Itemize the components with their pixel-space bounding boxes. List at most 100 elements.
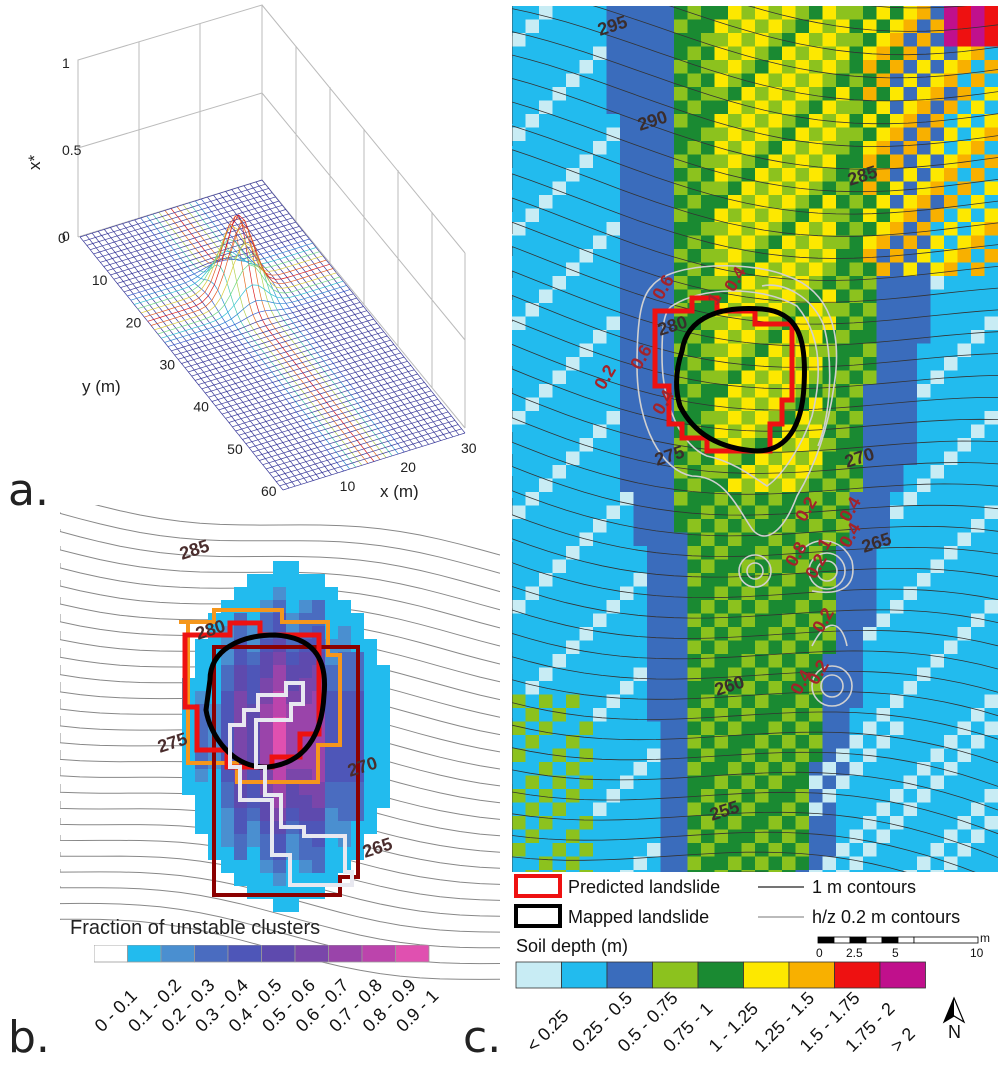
mesh-line-y <box>229 366 411 423</box>
soil-cell <box>931 236 945 250</box>
soil-cell <box>647 141 661 155</box>
soil-cell <box>512 492 526 506</box>
mesh-line-y <box>168 290 350 347</box>
soil-cell <box>863 222 877 236</box>
soil-cell <box>566 627 580 641</box>
soil-cell <box>553 263 567 277</box>
soil-cell <box>688 479 702 493</box>
soil-cell <box>512 668 526 682</box>
soil-cell <box>674 195 688 209</box>
soil-cell <box>728 587 742 601</box>
soil-cell <box>904 452 918 466</box>
soil-cell <box>553 249 567 263</box>
soil-cell <box>580 857 594 871</box>
soil-cell <box>634 195 648 209</box>
soil-cell <box>931 263 945 277</box>
soil-cell <box>850 317 864 331</box>
soil-cell <box>877 803 891 817</box>
soil-cell <box>863 101 877 115</box>
soil-cell <box>715 587 729 601</box>
soil-cell <box>674 735 688 749</box>
soil-cell <box>688 195 702 209</box>
soil-cell <box>674 87 688 101</box>
soil-cell <box>769 546 783 560</box>
soil-cell <box>877 560 891 574</box>
soil-cell <box>931 155 945 169</box>
fraction-cell <box>312 600 325 613</box>
soil-cell <box>512 33 526 47</box>
soil-cell <box>985 371 998 385</box>
soil-cell <box>809 263 823 277</box>
soil-cell <box>877 33 891 47</box>
soil-cell <box>553 627 567 641</box>
mesh-line-y <box>161 281 343 338</box>
soil-cell <box>931 573 945 587</box>
soil-cell <box>796 141 810 155</box>
soil-cell <box>553 816 567 830</box>
soil-cell <box>647 600 661 614</box>
soil-cell <box>904 614 918 628</box>
fraction-cell <box>273 587 286 600</box>
soil-cell <box>971 263 985 277</box>
soil-cell <box>553 317 567 331</box>
soil-cell <box>985 155 998 169</box>
soil-cell <box>904 641 918 655</box>
soil-cell <box>823 209 837 223</box>
soil-cell <box>674 762 688 776</box>
soil-cell <box>863 816 877 830</box>
mapped-label: Mapped landslide <box>568 907 709 927</box>
soil-cell <box>944 749 958 763</box>
soil-cell <box>769 330 783 344</box>
fraction-cell <box>247 873 260 886</box>
soil-cell <box>634 371 648 385</box>
fraction-cell <box>364 808 377 821</box>
soil-cell <box>971 303 985 317</box>
soil-cell <box>863 803 877 817</box>
mesh-line-y <box>256 399 438 456</box>
soil-cell <box>701 627 715 641</box>
soil-cell <box>715 371 729 385</box>
soil-cell <box>985 236 998 250</box>
soil-cell <box>958 668 972 682</box>
fraction-cell <box>234 730 247 743</box>
mesh-line-y <box>188 315 370 372</box>
mesh-line-y <box>182 307 364 364</box>
fraction-cell <box>221 782 234 795</box>
fraction-cell <box>195 782 208 795</box>
soil-cell <box>742 506 756 520</box>
soil-cell <box>715 330 729 344</box>
soil-cell <box>553 222 567 236</box>
soil-cell <box>539 803 553 817</box>
soil-cell <box>755 857 769 871</box>
soil-cell <box>580 357 594 371</box>
soil-cell <box>553 614 567 628</box>
soil-cell <box>620 708 634 722</box>
soil-cell <box>593 479 607 493</box>
soil-cell <box>971 776 985 790</box>
soil-cell <box>755 168 769 182</box>
fraction-cell <box>351 626 364 639</box>
fraction-cell <box>234 847 247 860</box>
soil-cell <box>715 641 729 655</box>
soil-cell <box>647 843 661 857</box>
soil-cell <box>539 668 553 682</box>
soil-cell <box>823 776 837 790</box>
soil-cell <box>985 627 998 641</box>
soil-cell <box>958 87 972 101</box>
soil-cell <box>863 384 877 398</box>
soil-cell <box>566 182 580 196</box>
soil-cell <box>580 695 594 709</box>
soil-cell <box>688 114 702 128</box>
soil-cell <box>836 749 850 763</box>
soil-cell <box>877 749 891 763</box>
soil-cell <box>580 654 594 668</box>
soil-cell <box>850 749 864 763</box>
fraction-cell <box>221 834 234 847</box>
soil-cell <box>890 681 904 695</box>
soil-cell <box>755 627 769 641</box>
soil-cell <box>769 803 783 817</box>
soil-cell <box>661 47 675 61</box>
soil-cell <box>850 249 864 263</box>
soil-cell <box>877 627 891 641</box>
soil-cell <box>890 128 904 142</box>
